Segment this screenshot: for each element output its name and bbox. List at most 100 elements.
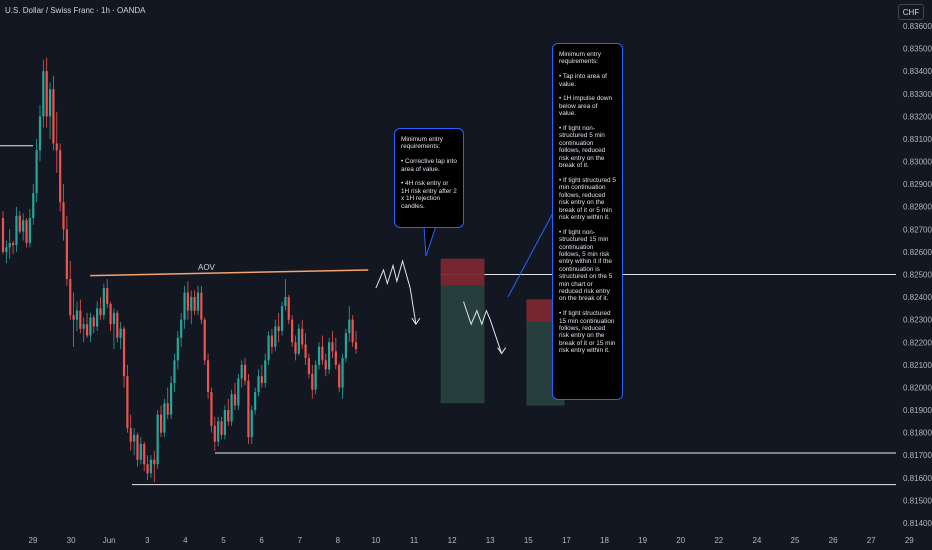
candle-body xyxy=(196,292,200,311)
candle-body xyxy=(25,220,28,243)
candle-body xyxy=(250,410,253,438)
candle-body xyxy=(109,303,112,325)
candle-body xyxy=(62,202,65,230)
x-tick-label: 20 xyxy=(676,536,685,545)
y-tick-label: 0.82200 xyxy=(903,338,932,347)
x-tick-label: 11 xyxy=(410,536,419,545)
currency-badge[interactable]: CHF xyxy=(898,4,924,20)
candle-body xyxy=(163,403,166,433)
y-tick-label: 0.83100 xyxy=(903,135,932,144)
x-tick-label: 30 xyxy=(67,536,76,545)
candle-body xyxy=(294,342,297,354)
x-tick-label: 13 xyxy=(486,536,495,545)
y-tick-label: 0.81700 xyxy=(903,451,932,460)
y-tick-label: 0.83500 xyxy=(903,45,932,54)
x-tick-label: 18 xyxy=(600,536,609,545)
candle-body xyxy=(116,312,119,338)
candle-body xyxy=(133,434,136,442)
candle-body xyxy=(274,326,277,347)
candle-body xyxy=(126,376,129,429)
candle-body xyxy=(169,382,173,415)
y-tick-label: 0.81500 xyxy=(903,496,932,505)
candle-body xyxy=(186,292,190,311)
x-tick-label: 15 xyxy=(524,536,533,545)
candle-body xyxy=(237,378,240,406)
candle-body xyxy=(334,351,337,365)
time-axis[interactable]: 29 30 Jun 3 4 5 6 7 8 10 11 12 13 15 17 18 19 20 22 24 25 26 2… xyxy=(29,536,915,545)
price-axis[interactable]: 0.83600 0.83500 0.83400 0.83300 0.83200 0.831… xyxy=(903,22,932,528)
x-tick-label: 5 xyxy=(221,536,226,545)
symbol-title[interactable]: U.S. Dollar / Swiss Franc · 1h · OANDA xyxy=(5,6,146,15)
candle-body xyxy=(112,312,116,325)
candle-body xyxy=(85,324,89,336)
candle-body xyxy=(270,335,274,347)
drawings xyxy=(375,259,507,355)
candle-body xyxy=(159,414,163,433)
candle-body xyxy=(75,310,79,320)
candle-body xyxy=(230,394,233,422)
y-tick-label: 0.83300 xyxy=(903,90,932,99)
candle-body xyxy=(183,292,186,320)
target-zone xyxy=(440,285,485,404)
candle-body xyxy=(190,297,193,311)
note-right: Minimum entry requirements: • Tap into a… xyxy=(552,43,623,400)
aov-line xyxy=(90,269,369,277)
y-tick-label: 0.81900 xyxy=(903,406,932,415)
y-tick-label: 0.82000 xyxy=(903,383,932,392)
candle-body xyxy=(307,358,311,374)
candle-body xyxy=(136,434,139,460)
candle-body xyxy=(223,410,226,435)
projected-path xyxy=(463,301,503,354)
candle-body xyxy=(233,394,237,406)
candle-body xyxy=(314,364,317,390)
candle-body xyxy=(297,328,300,354)
candle-body xyxy=(106,288,109,304)
candle-body xyxy=(5,247,8,252)
candle-body xyxy=(354,342,358,350)
x-tick-label: 6 xyxy=(259,536,264,545)
candle-body xyxy=(213,425,216,442)
candle-body xyxy=(203,319,206,361)
candle-body xyxy=(304,344,307,359)
y-tick-label: 0.83600 xyxy=(903,22,932,31)
y-tick-label: 0.82400 xyxy=(903,293,932,302)
candle-body xyxy=(89,317,92,336)
candle-body xyxy=(149,459,153,474)
y-tick-label: 0.83200 xyxy=(903,112,932,121)
candle-body xyxy=(348,319,351,334)
candle-body xyxy=(243,364,247,381)
x-tick-label: 29 xyxy=(905,536,914,545)
candle-body xyxy=(328,342,331,370)
candle-body xyxy=(301,328,304,345)
x-tick-label: 17 xyxy=(562,536,571,545)
candle-body xyxy=(324,360,327,370)
candle-body xyxy=(193,297,196,311)
candle-body xyxy=(344,333,348,359)
candle-body xyxy=(65,229,68,280)
candle-body xyxy=(59,150,62,203)
candle-body xyxy=(72,315,75,320)
candle-body xyxy=(129,428,132,442)
candle-body xyxy=(52,89,55,144)
stop-zone xyxy=(440,258,485,286)
candle-body xyxy=(351,319,354,343)
candle-body xyxy=(22,220,25,232)
candle-body xyxy=(227,410,230,422)
candle-body xyxy=(45,71,48,117)
candle-body xyxy=(102,288,105,316)
candle-body xyxy=(156,414,159,465)
y-tick-label: 0.82600 xyxy=(903,248,932,257)
y-tick-label: 0.82300 xyxy=(903,316,932,325)
note-left: Minimum entry requirements: • Corrective… xyxy=(394,128,464,228)
candle-body xyxy=(284,297,287,307)
candle-body xyxy=(240,364,243,379)
x-tick-label: 3 xyxy=(145,536,150,545)
candle-body xyxy=(143,443,146,465)
y-tick-label: 0.81800 xyxy=(903,429,932,438)
candle-body xyxy=(92,317,95,327)
candle-body xyxy=(139,443,142,460)
candle-body xyxy=(69,279,72,316)
candle-body xyxy=(96,308,99,327)
candle-body xyxy=(173,360,176,383)
